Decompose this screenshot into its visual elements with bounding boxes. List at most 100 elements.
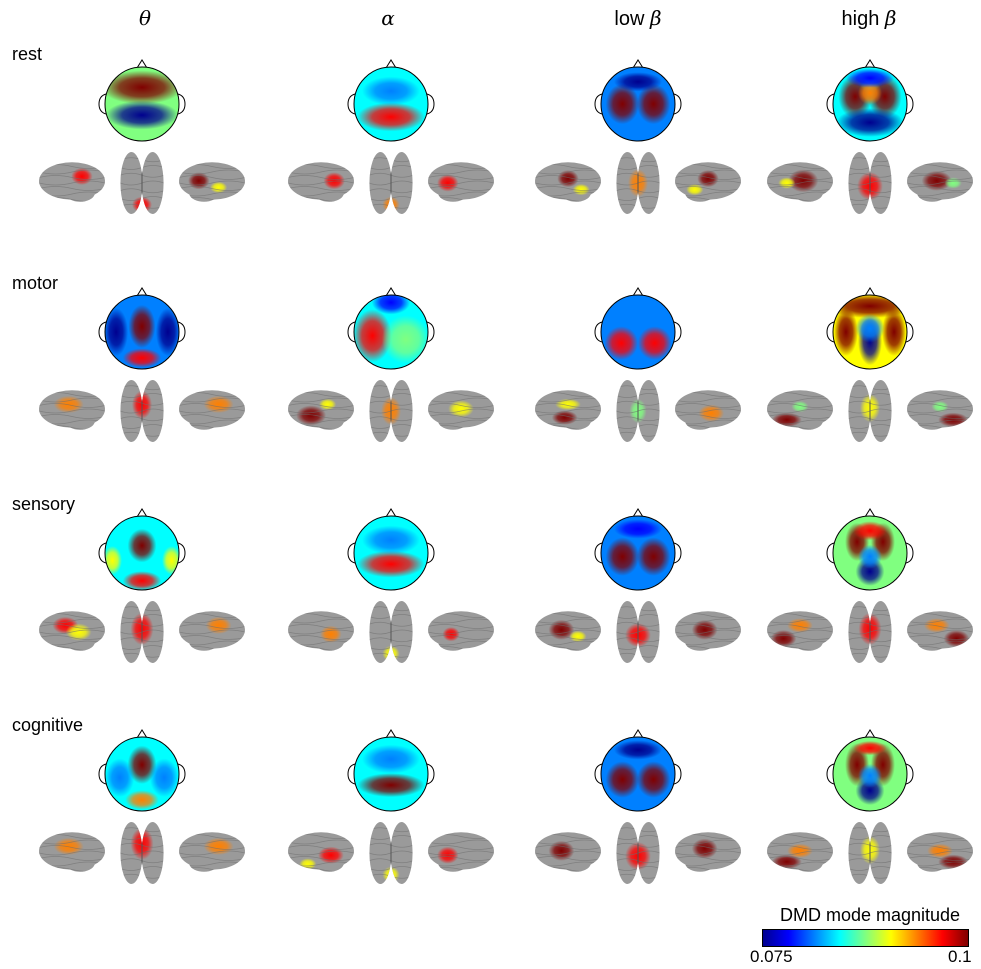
head-outline [104, 66, 180, 142]
brain-top-view [120, 380, 164, 442]
brain-left-lateral-view [535, 832, 601, 872]
brain-left-lateral-view [767, 162, 833, 202]
brain-right-lateral-view [179, 390, 245, 430]
colorbar-min-label: 0.075 [750, 947, 793, 966]
brain-left-lateral-view [767, 390, 833, 430]
topomap-sensory-high-beta [826, 508, 914, 591]
theta-symbol: θ [138, 6, 152, 30]
colorbar-title: DMD mode magnitude [779, 905, 961, 925]
brain-left-lateral-view [39, 611, 105, 651]
head-outline [832, 294, 908, 370]
nose-icon [632, 287, 644, 297]
topomap-cognitive-high-beta [826, 729, 914, 812]
brain-left-lateral-view [288, 611, 354, 651]
brain-right-lateral-view [179, 162, 245, 202]
right-ear-icon [177, 542, 186, 564]
topomap-cognitive-theta [98, 729, 186, 812]
brain-right-lateral-view [675, 611, 741, 651]
head-outline [353, 66, 429, 142]
brain-left-lateral-view [288, 162, 354, 202]
column-header-theta: θ [75, 6, 215, 31]
brain-top-view [369, 822, 413, 884]
left-ear-icon [826, 93, 835, 115]
left-ear-icon [347, 763, 356, 785]
brain-left-lateral-view [767, 611, 833, 651]
right-ear-icon [177, 321, 186, 343]
head-outline [600, 294, 676, 370]
topomap-rest-theta [98, 59, 186, 142]
brain-right-lateral-view [179, 832, 245, 872]
head-outline [600, 66, 676, 142]
left-ear-icon [826, 542, 835, 564]
colorbar-max-label: 0.1 [948, 947, 972, 966]
row-label-motor: motor [12, 273, 59, 293]
brain-top-view [616, 152, 660, 214]
column-header-alpha: α [318, 6, 458, 31]
brain-top-view [120, 822, 164, 884]
brain-top-view [616, 380, 660, 442]
nose-icon [632, 508, 644, 518]
brain-views-sensory-alpha [288, 601, 494, 663]
brain-views-sensory-theta [39, 601, 245, 663]
brain-views-rest-high-beta [767, 152, 973, 214]
topomap-motor-low-beta [594, 287, 682, 370]
brain-left-lateral-view [535, 611, 601, 651]
right-ear-icon [673, 763, 682, 785]
brain-left-lateral-view [288, 390, 354, 430]
nose-icon [864, 729, 876, 739]
brain-top-view [616, 822, 660, 884]
left-ear-icon [347, 542, 356, 564]
nose-icon [632, 729, 644, 739]
head-outline [832, 66, 908, 142]
brain-views-motor-high-beta [767, 380, 973, 442]
topomap-motor-theta [98, 287, 186, 370]
brain-left-lateral-view [535, 162, 601, 202]
right-ear-icon [426, 321, 435, 343]
brain-left-lateral-view [288, 832, 354, 872]
brain-top-view [848, 601, 892, 663]
topomap-rest-alpha [347, 59, 435, 142]
head-outline [353, 294, 429, 370]
colorbar [762, 929, 969, 947]
beta-symbol: β [884, 6, 897, 30]
brain-left-lateral-view [39, 162, 105, 202]
right-ear-icon [905, 93, 914, 115]
brain-right-lateral-view [675, 162, 741, 202]
nose-icon [632, 59, 644, 69]
nose-icon [385, 508, 397, 518]
brain-top-view [369, 152, 413, 214]
right-ear-icon [177, 93, 186, 115]
nose-icon [136, 508, 148, 518]
right-ear-icon [905, 542, 914, 564]
left-ear-icon [98, 763, 107, 785]
topomap-motor-alpha [347, 287, 435, 370]
left-ear-icon [98, 321, 107, 343]
right-ear-icon [426, 542, 435, 564]
brain-right-lateral-view [428, 390, 494, 430]
topomap-cognitive-alpha [347, 729, 435, 812]
brain-top-view [848, 822, 892, 884]
head-outline [600, 736, 676, 812]
nose-icon [385, 729, 397, 739]
head-outline [600, 515, 676, 591]
topomap-cognitive-low-beta [594, 729, 682, 812]
left-ear-icon [594, 321, 603, 343]
brain-views-motor-theta [39, 380, 245, 442]
nose-icon [864, 508, 876, 518]
brain-views-rest-alpha [288, 152, 494, 214]
brain-views-rest-low-beta [535, 152, 741, 214]
right-ear-icon [673, 93, 682, 115]
brain-views-cognitive-alpha [288, 822, 494, 884]
nose-icon [864, 287, 876, 297]
brain-right-lateral-view [907, 832, 973, 872]
head-outline [104, 736, 180, 812]
brain-top-view [369, 601, 413, 663]
brain-right-lateral-view [179, 611, 245, 651]
right-ear-icon [673, 542, 682, 564]
left-ear-icon [347, 321, 356, 343]
right-ear-icon [905, 321, 914, 343]
brain-right-lateral-view [675, 390, 741, 430]
head-outline [104, 294, 180, 370]
brain-views-sensory-high-beta [767, 601, 973, 663]
